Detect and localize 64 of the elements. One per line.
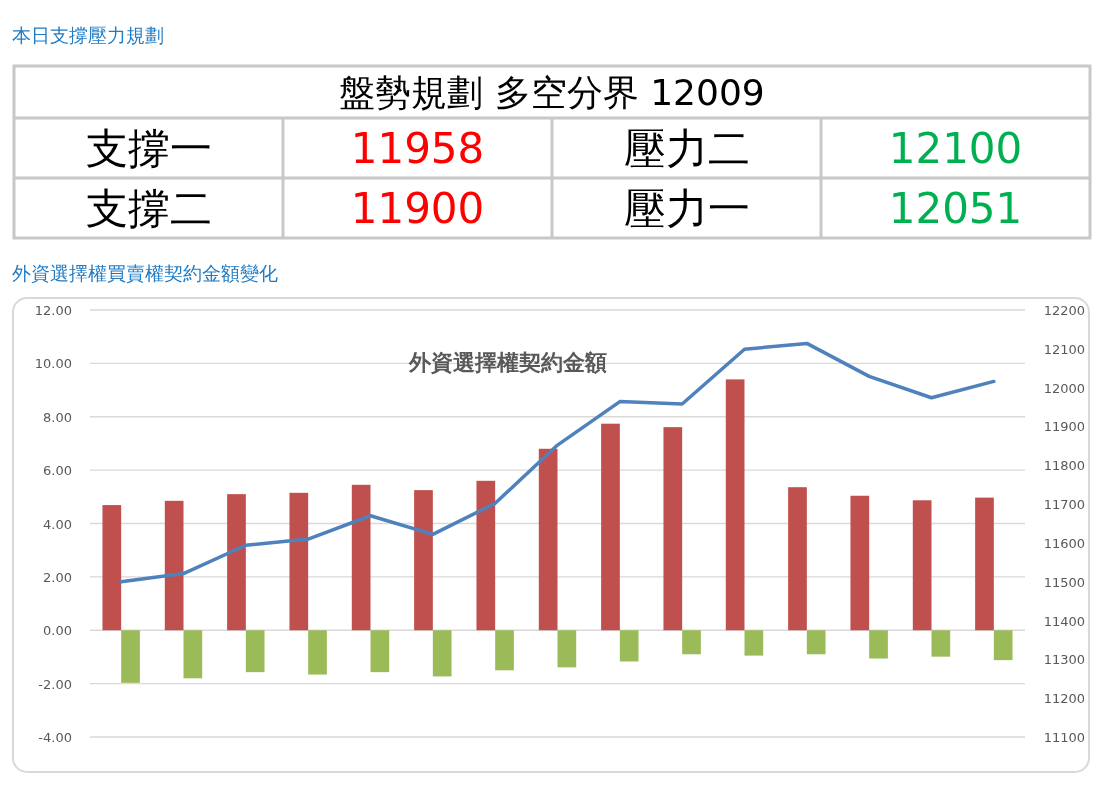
bar — [912, 500, 932, 631]
bar — [164, 500, 184, 631]
y2-tick-label: 11400 — [1043, 613, 1085, 629]
bar — [227, 494, 246, 631]
y2-tick-label: 11700 — [1043, 497, 1085, 513]
y2-tick-label: 11300 — [1043, 652, 1085, 668]
bar — [869, 630, 888, 659]
bar — [476, 480, 496, 631]
bar — [682, 630, 701, 655]
y-tick-label: 6.00 — [43, 463, 72, 479]
y2-tick-label: 11500 — [1043, 574, 1085, 590]
y2-tick-label: 12000 — [1043, 380, 1085, 396]
y-tick-label: 4.00 — [43, 516, 72, 532]
bar — [744, 630, 764, 656]
bar — [557, 630, 577, 668]
text: 壓力二 — [623, 124, 750, 173]
y-tick-label: -2.00 — [38, 676, 72, 692]
line-series — [119, 341, 996, 584]
y2-tick-label: 12200 — [1043, 303, 1085, 318]
bar — [850, 495, 870, 631]
bar — [432, 630, 452, 677]
y-tick-label: 2.00 — [43, 569, 72, 585]
y2-tick-label: 12100 — [1043, 341, 1085, 357]
bar — [121, 630, 140, 683]
y2-tick-label: 11600 — [1043, 535, 1085, 551]
text: 12100 — [888, 124, 1023, 173]
bar — [538, 448, 558, 631]
bar — [289, 492, 309, 631]
text: 盤勢規劃 多空分界 12009 — [339, 72, 765, 113]
bar — [351, 484, 371, 631]
text: 12051 — [888, 184, 1023, 233]
y2-tick-label: 11900 — [1043, 419, 1085, 435]
text: 壓力一 — [623, 184, 750, 233]
y-tick-label: 0.00 — [43, 623, 72, 639]
text: 11900 — [350, 184, 485, 233]
bar — [601, 423, 620, 631]
text: 支撐一 — [85, 124, 212, 173]
bar — [993, 630, 1013, 661]
text: 本日支撐壓力規劃 — [12, 24, 164, 46]
bar — [619, 630, 639, 662]
bar — [931, 630, 951, 657]
bar — [495, 630, 514, 671]
bar — [183, 630, 203, 679]
bar — [308, 630, 327, 675]
y-tick-label: 12.00 — [34, 303, 72, 318]
bar — [370, 630, 390, 673]
chart-title: 外資選擇權買賣權契約金額變化 — [12, 262, 278, 284]
y2-tick-label: 11100 — [1043, 730, 1085, 745]
y-tick-label: -4.00 — [38, 730, 72, 745]
y-tick-label: 10.00 — [34, 356, 72, 372]
bar — [663, 427, 683, 631]
bar — [414, 490, 433, 631]
y-tick-label: 8.00 — [43, 409, 72, 425]
y2-tick-label: 11800 — [1043, 458, 1085, 474]
bar — [245, 630, 265, 673]
bar — [975, 497, 994, 631]
bar — [102, 505, 122, 631]
bar — [725, 379, 745, 631]
text: 11958 — [350, 124, 485, 173]
bar — [806, 630, 826, 655]
y2-tick-label: 11200 — [1043, 691, 1085, 707]
text: 支撐二 — [85, 184, 212, 233]
bar — [788, 487, 807, 631]
text: 外資選擇權契約金額 — [407, 350, 607, 375]
